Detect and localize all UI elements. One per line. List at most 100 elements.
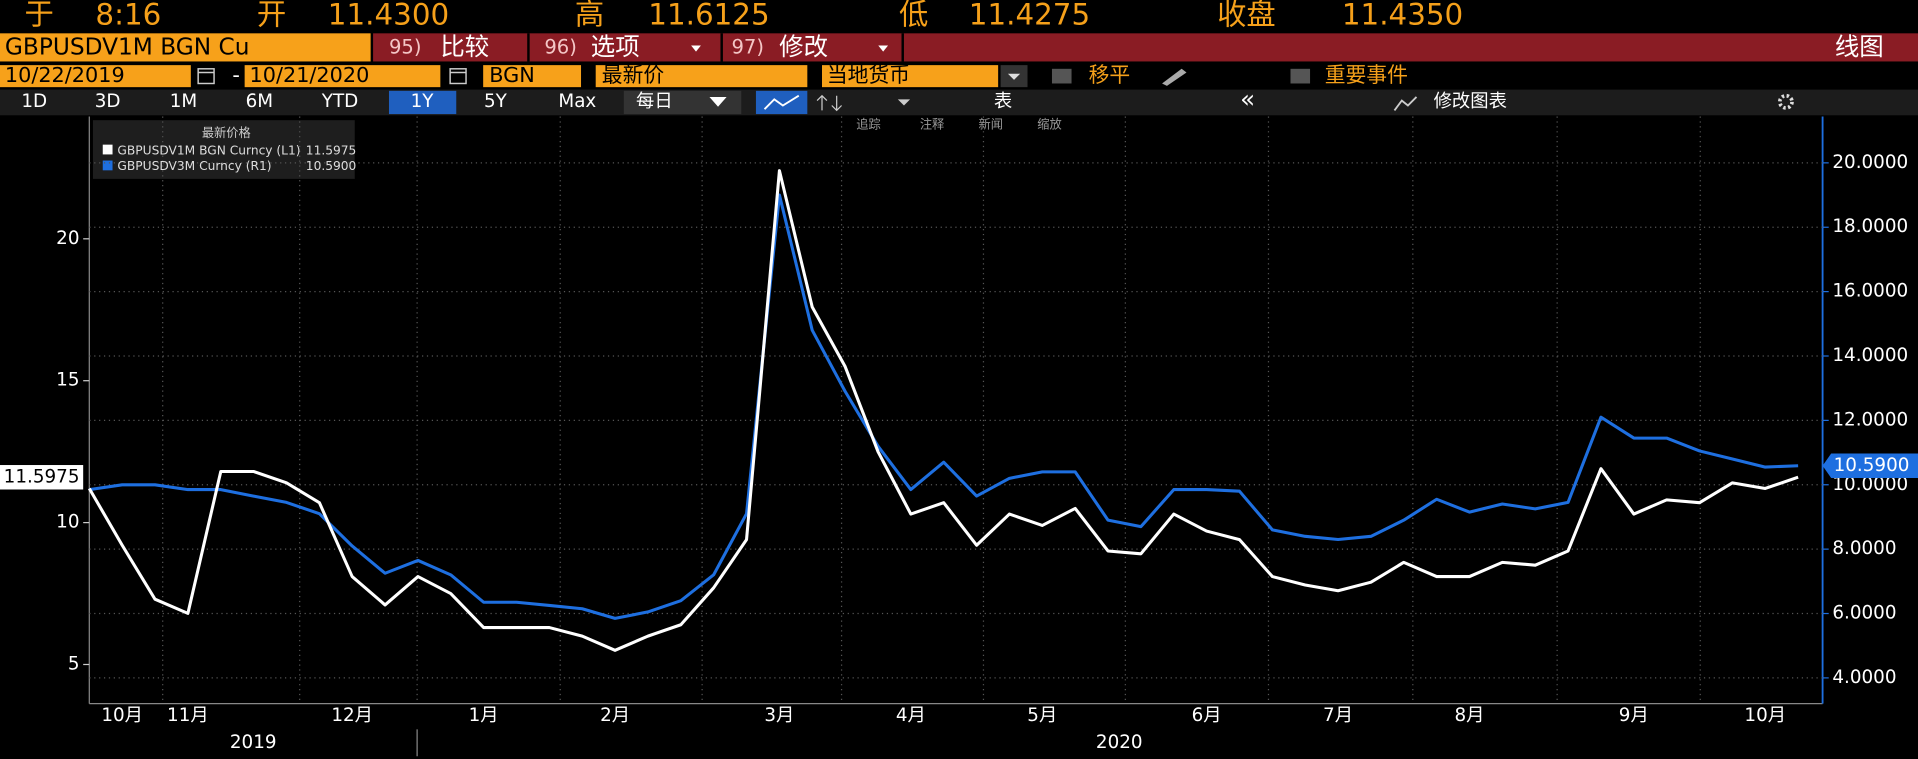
period-button[interactable]: 6M — [246, 91, 273, 112]
y-tick-label: 5 — [68, 653, 80, 674]
period-button[interactable]: 5Y — [484, 91, 508, 112]
menu-label[interactable]: 选项 — [591, 32, 640, 61]
field[interactable]: 最新价 — [602, 63, 665, 87]
x-tick-label: 7月 — [1323, 705, 1353, 726]
y-tick-label: 10 — [56, 512, 79, 533]
last-value-label: 10.5900 — [1834, 455, 1910, 476]
frequency-box[interactable] — [623, 90, 742, 115]
chart-tool[interactable]: 注释 — [920, 117, 944, 132]
menu-number[interactable]: 97) — [731, 36, 764, 59]
checkbox[interactable] — [1051, 68, 1072, 84]
quote-low: 11.4275 — [969, 0, 1090, 32]
chart-tool[interactable]: 追踪 — [856, 117, 880, 132]
view-label[interactable]: 线图 — [1835, 32, 1884, 61]
menu-label[interactable]: 修改 — [779, 32, 828, 61]
year-label: 2020 — [1096, 732, 1143, 753]
legend-entry: GBPUSDV3M Curncy (R1) — [117, 159, 271, 173]
last-value-tag — [1822, 453, 1918, 479]
legend-title: 最新价格 — [202, 125, 251, 140]
legend-swatch — [102, 144, 113, 155]
y2-tick-label: 6.0000 — [1832, 603, 1896, 624]
x-tick-label: 1月 — [469, 705, 499, 726]
x-tick-label: 3月 — [764, 705, 794, 726]
period-band — [0, 89, 1918, 116]
edit-chart-icon — [1393, 96, 1418, 111]
x-tick-label: 10月 — [1744, 705, 1786, 726]
x-tick-label: 12月 — [331, 705, 373, 726]
legend-entry: GBPUSDV1M BGN Curncy (L1) — [117, 143, 300, 157]
source[interactable]: BGN — [489, 63, 535, 87]
dropdown-arrow[interactable] — [897, 99, 911, 106]
period-button[interactable]: 1D — [21, 91, 47, 112]
menu-band — [373, 33, 1918, 62]
y2-tick-label: 20.0000 — [1832, 152, 1908, 173]
period-button[interactable]: Max — [558, 91, 596, 112]
menu-number[interactable]: 95) — [389, 36, 422, 59]
settings-icon[interactable] — [1777, 93, 1794, 110]
x-tick-label: 4月 — [896, 705, 926, 726]
legend-swatch — [102, 160, 113, 171]
quote-close: 11.4350 — [1342, 0, 1463, 32]
year-label: 2019 — [230, 732, 277, 753]
start-date[interactable]: 10/22/2019 — [5, 63, 125, 87]
chart-tool[interactable]: 新闻 — [979, 117, 1003, 132]
x-tick-label: 9月 — [1619, 705, 1649, 726]
x-tick-label: 8月 — [1455, 705, 1485, 726]
y2-tick-label: 12.0000 — [1832, 409, 1908, 430]
y2-tick-label: 16.0000 — [1832, 281, 1908, 302]
table-button[interactable]: 表 — [994, 91, 1012, 112]
collapse-button[interactable]: « — [1240, 85, 1255, 114]
frequency-arrow[interactable] — [709, 96, 727, 107]
legend-box — [92, 120, 355, 179]
legend-value: 10.5900 — [306, 159, 357, 173]
menu-arrow[interactable] — [878, 45, 889, 52]
menu-separators — [527, 33, 904, 62]
period-button[interactable]: 1M — [170, 91, 197, 112]
pencil-icon — [1162, 68, 1187, 86]
last-value-tag — [0, 465, 84, 490]
menu-arrow[interactable] — [691, 45, 701, 52]
y2-tick-label: 8.0000 — [1832, 538, 1896, 559]
events-option[interactable]: 重要事件 — [1325, 63, 1408, 87]
frequency[interactable]: 每日 — [636, 91, 673, 112]
chart-icon — [763, 94, 800, 110]
range-boxes — [0, 65, 999, 88]
menu-number[interactable]: 96) — [544, 36, 577, 59]
sort-icon[interactable] — [816, 94, 843, 112]
y2-tick-label: 18.0000 — [1832, 216, 1908, 237]
y2-tick-label: 4.0000 — [1832, 667, 1896, 688]
x-tick-label: 2月 — [600, 705, 630, 726]
quote-open-label: 开 — [257, 0, 286, 32]
shift-option[interactable]: 移平 — [1089, 63, 1131, 87]
period-button[interactable]: YTD — [321, 91, 359, 112]
last-value-label: 11.5975 — [4, 466, 80, 487]
ticker-box[interactable] — [0, 33, 371, 62]
ticker[interactable]: GBPUSDV1M BGN Cu — [5, 34, 250, 61]
quote-low-label: 低 — [899, 0, 928, 32]
quote-close-label: 收盘 — [1217, 0, 1276, 32]
quote-time-label: 于 — [24, 0, 53, 32]
x-tick-label: 10月 — [101, 705, 143, 726]
checkbox[interactable] — [1290, 68, 1311, 84]
menu-label[interactable]: 比较 — [440, 32, 489, 61]
edit-chart-button[interactable]: 修改图表 — [1434, 91, 1507, 112]
x-tick-label: 5月 — [1027, 705, 1057, 726]
selected-period — [388, 90, 457, 115]
separator: - — [232, 63, 240, 87]
y-tick-label: 15 — [56, 370, 79, 391]
series-line — [89, 193, 1799, 620]
chart-icon-box[interactable] — [755, 90, 808, 115]
quote-time: 8:16 — [95, 0, 161, 32]
chart-tool[interactable]: 缩放 — [1037, 117, 1061, 132]
series-line — [87, 169, 1799, 652]
legend-value: 11.5975 — [306, 143, 357, 157]
y2-tick-label: 14.0000 — [1832, 345, 1908, 366]
period-button[interactable]: 3D — [95, 91, 121, 112]
period-button[interactable]: 1Y — [411, 91, 435, 112]
dropdown-arrow — [1007, 73, 1021, 80]
currency[interactable]: 当地货币 — [827, 63, 910, 87]
x-tick-label: 6月 — [1192, 705, 1222, 726]
end-date[interactable]: 10/21/2020 — [250, 63, 370, 87]
calendar-icons[interactable] — [197, 68, 467, 85]
